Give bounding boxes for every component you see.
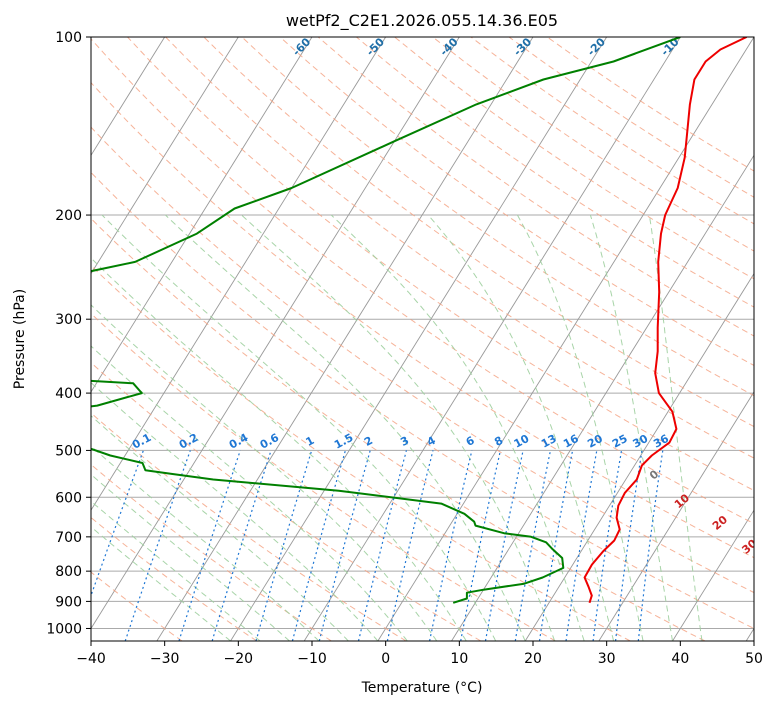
moist-adiabat-line xyxy=(91,304,438,641)
x-tick-label: 40 xyxy=(671,651,689,667)
dry-adiabat-line xyxy=(91,217,706,641)
dry-adiabat-line xyxy=(91,516,257,641)
y-axis-label: Pressure (hPa) xyxy=(12,289,28,389)
mixing-ratio-line xyxy=(124,450,191,641)
dry-adiabat-line xyxy=(91,81,754,559)
dry-adiabat-line xyxy=(91,312,556,641)
y-tick-label: 500 xyxy=(55,443,82,459)
x-tick-label: −30 xyxy=(150,651,180,667)
dry-adiabat-line xyxy=(91,38,754,525)
moist-adiabat-line xyxy=(101,214,497,641)
mixing-ratio-line xyxy=(460,450,501,641)
y-tick-label: 900 xyxy=(55,594,82,610)
mixing-ratio-line xyxy=(211,450,272,641)
mixing-ratio-line xyxy=(429,450,473,641)
mixing-ratio-line xyxy=(484,450,524,641)
chart-title: wetPf2_C2E1.2026.055.14.36.E05 xyxy=(286,11,558,31)
isotherm-line xyxy=(91,37,387,512)
temperature-line xyxy=(583,37,748,604)
x-tick-label: −20 xyxy=(224,651,254,667)
moist-adiabat-line xyxy=(91,257,467,641)
isotherm-line xyxy=(672,509,754,641)
x-tick-label: 30 xyxy=(598,651,616,667)
dry-adiabat-line xyxy=(91,412,407,641)
dry-adiabat-line xyxy=(91,463,332,641)
y-tick-label: 100 xyxy=(55,30,82,46)
y-tick-label: 200 xyxy=(55,208,82,224)
x-tick-label: 20 xyxy=(524,651,542,667)
mixing-ratio-line xyxy=(357,450,407,641)
moist-adiabat-line xyxy=(589,214,673,641)
isotherm-line xyxy=(230,37,608,641)
y-tick-label: 400 xyxy=(55,386,82,402)
profile-series xyxy=(91,37,748,604)
dry-adiabat-line xyxy=(127,37,754,492)
isotherm-line xyxy=(91,37,460,630)
x-tick-label: 10 xyxy=(450,651,468,667)
moist-adiabat-line xyxy=(648,214,703,641)
mixing-ratio-line xyxy=(178,450,241,641)
moist-adiabat-line xyxy=(165,214,526,641)
isotherm-line xyxy=(156,37,534,641)
y-tick-label: 700 xyxy=(55,530,82,546)
axis-ticks: −40 −30 −20 −10 0 10 20 30 40 50 100 200 300 400 500 60… xyxy=(46,30,763,667)
moist-adiabat-line xyxy=(91,381,379,641)
mixing-ratio-label: 25 xyxy=(610,432,630,451)
isotherm-line xyxy=(451,154,754,641)
isotherm-line xyxy=(598,391,754,641)
mixing-ratio-line xyxy=(318,450,371,641)
x-tick-label: −40 xyxy=(76,651,106,667)
dry-adiabat-line xyxy=(165,37,754,459)
mixing-ratio-label: 20 xyxy=(585,432,605,451)
plot-frame xyxy=(90,36,755,642)
x-axis-label: Temperature (°C) xyxy=(361,680,483,696)
isotherm-line xyxy=(91,37,239,275)
mixing-ratio-line xyxy=(255,450,313,641)
dry-adiabat-line xyxy=(91,126,754,594)
mixing-ratio-line xyxy=(291,450,346,641)
x-tick-label: −10 xyxy=(297,651,327,667)
x-tick-label: 50 xyxy=(745,651,763,667)
mixing-ratio-label: 13 xyxy=(539,432,559,451)
isotherm-line xyxy=(377,37,754,641)
y-tick-label: 300 xyxy=(55,312,82,328)
isotherm-line xyxy=(91,37,313,393)
mixing-ratio-label: 10 xyxy=(512,432,532,451)
moist-adiabat-line xyxy=(91,345,408,641)
mixing-ratio-label: 30 xyxy=(631,432,651,451)
dry-adiabat-line xyxy=(91,264,631,641)
y-tick-label: 800 xyxy=(55,564,82,580)
y-tick-label: 1000 xyxy=(46,621,82,637)
dry-adiabat-line xyxy=(317,37,754,337)
moist-adiabat-line xyxy=(91,445,320,641)
isotherm-line xyxy=(524,272,754,641)
isotherm-line xyxy=(91,37,166,157)
moist-adiabat-line xyxy=(91,415,349,641)
dry-adiabat-line xyxy=(279,37,754,367)
mixing-ratio-label: 16 xyxy=(561,432,581,451)
dry-adiabat-line xyxy=(91,571,183,641)
y-tick-label: 600 xyxy=(55,490,82,506)
mixing-ratio-line xyxy=(91,450,144,598)
moist-adiabat-line xyxy=(427,214,615,641)
dry-adiabat-line xyxy=(91,171,754,630)
dry-adiabat-line xyxy=(91,361,482,641)
dewpoint-line xyxy=(91,37,681,604)
x-tick-label: 0 xyxy=(381,651,390,667)
mixing-ratio-line xyxy=(386,450,434,641)
moist-adiabat-line xyxy=(241,214,556,641)
